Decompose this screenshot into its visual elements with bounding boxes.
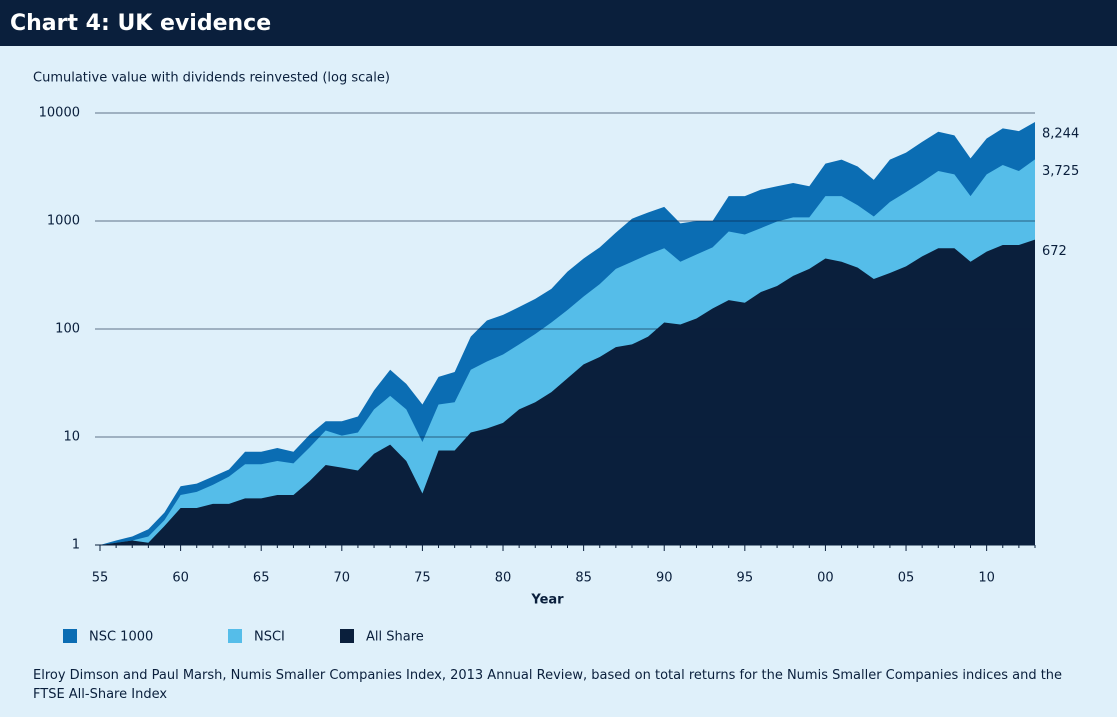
subtitle: Cumulative value with dividends reinvest…: [33, 71, 390, 86]
x-tick-label: 55: [92, 571, 109, 586]
y-tick-label: 10000: [39, 106, 80, 121]
legend-swatch: [63, 629, 77, 643]
x-tick-label: 60: [172, 571, 189, 586]
x-tick-label: 70: [334, 571, 351, 586]
end-label: 3,725: [1042, 164, 1079, 179]
x-tick-label: 90: [656, 571, 673, 586]
x-axis-label: Year: [530, 593, 564, 608]
legend-label: NSC 1000: [89, 630, 153, 645]
x-tick-label: 05: [898, 571, 915, 586]
y-tick-label: 10: [63, 430, 80, 445]
end-label: 8,244: [1042, 127, 1079, 142]
source: Elroy Dimson and Paul Marsh, Numis Small…: [33, 668, 1063, 702]
legend-label: NSCI: [254, 630, 285, 645]
legend-swatch: [340, 629, 354, 643]
chart: Cumulative value with dividends reinvest…: [33, 71, 1079, 645]
area: [100, 239, 1035, 546]
x-tick-label: 75: [414, 571, 431, 586]
x-tick-label: 10: [978, 571, 995, 586]
chart-title: Chart 4: UK evidence: [10, 11, 272, 36]
x-tick-label: 95: [737, 571, 754, 586]
y-tick-label: 100: [55, 322, 80, 337]
x-tick-label: 85: [575, 571, 592, 586]
header: Chart 4: UK evidence: [0, 0, 1117, 46]
y-tick-label: 1000: [47, 214, 80, 229]
y-tick-label: 1: [72, 538, 80, 553]
x-tick-label: 00: [817, 571, 834, 586]
legend-swatch: [228, 629, 242, 643]
end-label: 672: [1042, 244, 1067, 259]
legend-label: All Share: [366, 630, 424, 645]
x-tick-label: 65: [253, 571, 270, 586]
x-tick-label: 80: [495, 571, 512, 586]
